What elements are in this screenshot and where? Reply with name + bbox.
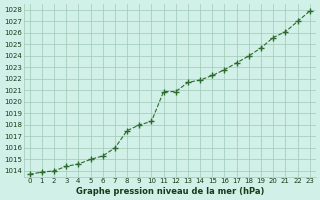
X-axis label: Graphe pression niveau de la mer (hPa): Graphe pression niveau de la mer (hPa): [76, 187, 264, 196]
